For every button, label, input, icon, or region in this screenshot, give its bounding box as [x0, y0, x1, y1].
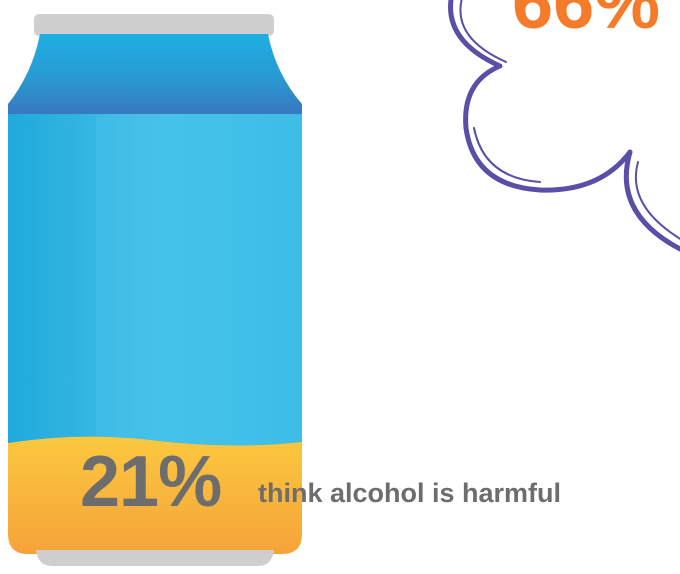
thought-bubble-percent: 66% [512, 0, 661, 44]
can-neck [8, 34, 302, 118]
can-lid [34, 14, 274, 36]
stat-caption: think alcohol is harmful [258, 478, 562, 508]
stat-percent: 21% [80, 442, 222, 522]
thought-bubble [448, 0, 680, 252]
can-body [8, 114, 302, 452]
thought-bubble-outline [448, 0, 680, 252]
can-liquid [8, 436, 302, 554]
can-bottom-rim [36, 550, 274, 566]
thought-bubble-outline-inner [459, 0, 680, 240]
can-highlight [96, 114, 166, 452]
